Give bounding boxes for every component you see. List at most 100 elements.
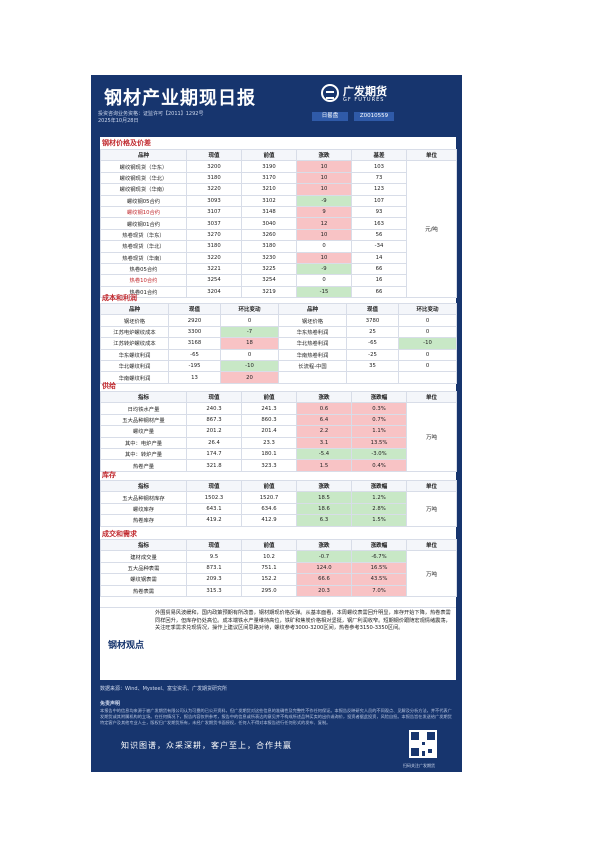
table-cell: 93 <box>351 205 407 219</box>
report-date: 2025年10月28日 <box>98 118 139 124</box>
table-cell: 3168 <box>168 337 221 350</box>
table-cell: 螺纹产量 <box>100 425 187 438</box>
view-section: 钢材观点 外围贸易风波缓和，国内政策预期有所改善，钢材期现价格反弹。从基本面看，… <box>100 607 456 681</box>
table-cell: 73 <box>351 171 407 185</box>
license-text: 投资咨询业务资格：证监许可【2011】1292号 <box>98 111 204 117</box>
table-cell: 3225 <box>241 262 297 276</box>
table-header-row: 指标 现值 前值 涨跌 涨跌幅 单位 <box>100 479 457 493</box>
table-cell: 0 <box>296 274 352 287</box>
table-cell: 江苏转炉螺纹成本 <box>100 337 169 350</box>
table-cell: 16 <box>351 274 407 287</box>
table-cell: 9.5 <box>186 550 242 563</box>
table-cell: 2920 <box>168 314 221 327</box>
table-cell: 0 <box>220 314 279 327</box>
table-cell: 3230 <box>241 251 297 264</box>
table-cell: 3102 <box>241 194 297 207</box>
table-cell: 1.1% <box>351 425 407 438</box>
report-header: 钢材产业期现日报 投资咨询业务资格：证监许可【2011】1292号 2025年1… <box>91 75 462 135</box>
column-header: 前值 <box>241 538 297 552</box>
table-cell: 634.6 <box>241 502 297 516</box>
table-cell: 6.4 <box>296 413 352 427</box>
qr-caption: 扫码关注广发期货 <box>403 763 435 768</box>
table-cell: 1.2% <box>351 491 407 504</box>
column-header: 指标 <box>100 479 187 493</box>
table-cell: 3148 <box>241 205 297 219</box>
column-header: 涨跌 <box>296 390 352 404</box>
column-header: 单位 <box>406 390 457 404</box>
column-header: 品种 <box>100 302 169 316</box>
table-row: 热卷01合约 3204 3219 -15 66 <box>100 285 457 299</box>
table-row: 热卷现货（华北） 3180 3180 0 -34 <box>100 240 457 253</box>
table-cell: 钢坯价格 <box>278 314 347 327</box>
table-cell: 螺纹库存 <box>100 502 187 516</box>
table-row: 建材成交量 9.5 10.2 -0.7 -6.7% 万吨 <box>100 550 457 597</box>
table-cell: 0 <box>398 314 457 327</box>
table-cell: -195 <box>168 359 221 373</box>
column-header: 涨跌幅 <box>351 390 407 404</box>
table-cell: 867.3 <box>186 413 242 427</box>
table-row: 华南螺纹利润 13 20 <box>100 371 457 384</box>
trade-table: 指标 现值 前值 涨跌 涨跌幅 单位 建材成交量 9.5 10.2 -0.7 -6.7% 万吨 五大品种… <box>100 538 457 597</box>
table-cell: 华北螺纹利润 <box>100 359 169 373</box>
table-row: 江苏电炉螺纹成本 3300 -7 华东热卷利润 25 0 <box>100 325 457 339</box>
column-header: 现值 <box>186 538 242 552</box>
table-cell: 1.5% <box>351 514 407 527</box>
section-title: 成交和需求 <box>102 530 137 538</box>
column-header: 现值 <box>186 390 242 404</box>
table-cell: 五大品种钢材库存 <box>100 491 187 504</box>
table-cell: 螺纹钢05合约 <box>100 194 187 207</box>
table-cell: 10 <box>296 251 352 264</box>
cost-table: 品种 现值 环比变动 品种 现值 环比变动 钢坯价格 2920 0 钢坯价格 3780 0 江苏电炉螺纹… <box>100 302 457 384</box>
table-cell: 14 <box>351 251 407 264</box>
table-cell: 20 <box>220 371 279 384</box>
table-cell: 0.4% <box>351 459 407 472</box>
inventory-section: 库存 指标 现值 前值 涨跌 涨跌幅 单位 五大品种钢材库存 1502.3 1520.7 18.5… <box>100 470 457 530</box>
table-row: 热卷库存 419.2 412.9 6.3 1.5% <box>100 514 457 527</box>
table-cell: 螺纹钢01合约 <box>100 217 187 230</box>
table-cell: 3107 <box>186 205 242 219</box>
table-row: 螺纹钢01合约 3037 3040 12 163 <box>100 217 457 230</box>
supply-section: 供给 指标 现值 前值 涨跌 涨跌幅 单位 日均铁水产量 240.3 241.3 0.6 0.3% 万… <box>100 381 457 472</box>
unit-cell: 元/吨 <box>406 160 457 299</box>
table-cell: 3040 <box>241 217 297 230</box>
company-logo: 广发期货 GF FUTURES <box>321 83 451 107</box>
table-row: 其中：转炉产量 174.7 180.1 -5.4 -3.0% <box>100 447 457 461</box>
report-body: 钢材价格及价差 品种 现值 前值 涨跌 基差 单位 螺纹钢现货（华东） 3200 3190 10 1… <box>100 137 457 681</box>
table-cell: 3221 <box>186 262 242 276</box>
price-table: 品种 现值 前值 涨跌 基差 单位 螺纹钢现货（华东） 3200 3190 10 103 元/吨 螺纹钢… <box>100 148 457 299</box>
column-header: 现值 <box>346 302 399 316</box>
table-cell: 3190 <box>241 160 297 173</box>
table-cell: 华东热卷利润 <box>278 325 347 339</box>
table-cell: 建材成交量 <box>100 550 187 563</box>
slogan: 知识图谱，众采深耕，客户至上，合作共赢 <box>121 741 292 750</box>
table-cell: 18.5 <box>296 491 352 504</box>
table-cell: 180.1 <box>241 447 297 461</box>
table-cell: 3254 <box>186 274 242 287</box>
section-title: 钢材价格及价差 <box>102 139 151 147</box>
qr-code-icon <box>409 730 437 758</box>
table-cell: 107 <box>351 194 407 207</box>
table-row: 五大品种钢材产量 867.3 860.3 6.4 0.7% <box>100 413 457 427</box>
table-cell: 热卷现货（华东） <box>100 228 187 242</box>
column-header: 前值 <box>241 390 297 404</box>
table-row: 螺纹钢现货（华南） 3220 3210 10 123 <box>100 183 457 196</box>
table-cell: 五大品种钢材产量 <box>100 413 187 427</box>
table-cell: 240.3 <box>186 402 242 415</box>
table-row: 螺纹钢10合约 3107 3148 9 93 <box>100 205 457 219</box>
table-cell: 6.3 <box>296 514 352 527</box>
table-cell: -65 <box>346 337 399 350</box>
unit-cell: 万吨 <box>406 550 457 597</box>
report-meta: 投资咨询业务资格：证监许可【2011】1292号 2025年10月28日 <box>98 111 203 125</box>
table-row: 螺纹钢05合约 3093 3102 -9 107 <box>100 194 457 207</box>
table-cell: -10 <box>398 337 457 350</box>
disclaimer-text: 本报告中的信息均来源于被广发期货有限公司认为可靠的已公开资料，但广发期货对这些信… <box>100 708 452 725</box>
table-cell: 华南热卷利润 <box>278 348 347 361</box>
table-cell <box>398 371 457 384</box>
table-cell: 螺纹钢现货（华北） <box>100 171 187 185</box>
table-cell: 3210 <box>241 183 297 196</box>
table-cell: 10 <box>296 183 352 196</box>
table-cell: 热卷05合约 <box>100 262 187 276</box>
table-cell: -3.0% <box>351 447 407 461</box>
table-cell: 13.5% <box>351 436 407 449</box>
table-cell: 3180 <box>186 171 242 185</box>
